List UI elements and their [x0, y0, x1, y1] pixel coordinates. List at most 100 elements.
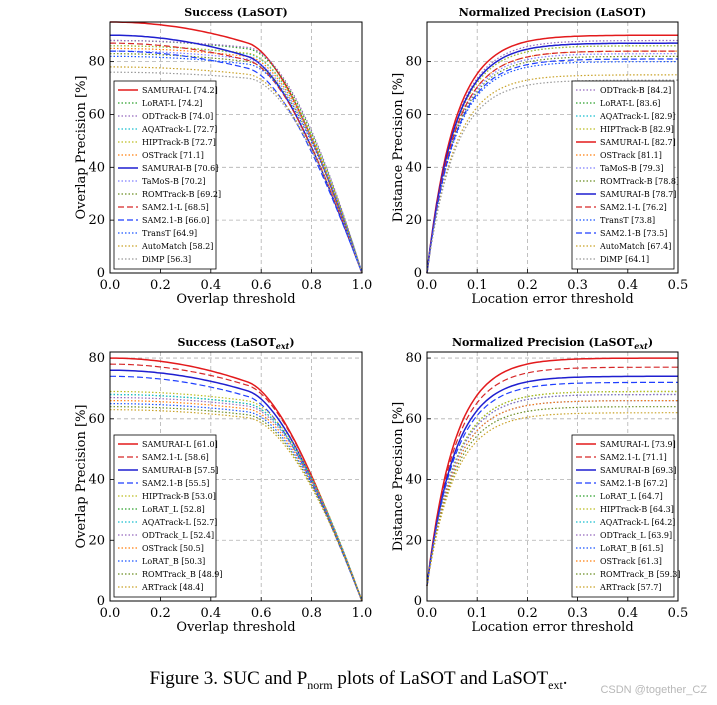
series-line-transt: [426, 61, 678, 274]
legend-box: [113, 434, 217, 598]
y-tick-label: 0: [97, 266, 105, 281]
caption-middle: plots of LaSOT and LaSOT: [332, 668, 549, 689]
legend-label-hiptrack-b: HIPTrack-B [64.3]: [600, 505, 674, 514]
legend-label-automatch: AutoMatch [67.4]: [599, 242, 671, 251]
legend-label-lorat-l: LoRAT_L [64.7]: [600, 492, 663, 501]
figure-caption: Figure 3. SUC and Pnorm plots of LaSOT a…: [0, 668, 717, 693]
caption-sub-norm: norm: [307, 677, 333, 692]
legend-label-hiptrack-b: HIPTrack-B [72.7]: [142, 138, 216, 147]
x-tick-label: 0.2: [150, 606, 171, 621]
legend-label-dimp: DiMP [56.3]: [142, 255, 191, 264]
x-tick-label: 0.4: [200, 606, 221, 621]
caption-prefix: Figure 3. SUC and P: [149, 668, 308, 689]
series-line-aqatrack-l: [110, 393, 363, 602]
legend: ODTrack-B [84.2] LoRAT-L [83.6] AQATrack-L…: [571, 80, 679, 270]
legend-label-automatch: AutoMatch [58.2]: [141, 242, 213, 251]
series-line-samurai-b: [426, 375, 678, 586]
chart-normalized-precision-lasotext: 0.0 0.1 0.2 0.3 0.4 0.5 0 20 40 60 80 Normalized Pr…: [391, 336, 688, 635]
legend-label-sam2-1-l: SAM2.1-L [58.6]: [142, 453, 209, 462]
x-tick-label: 0.1: [467, 606, 488, 621]
y-axis-label: Distance Precision [%]: [391, 402, 406, 551]
series-line-romtrack-b: [110, 406, 363, 602]
legend-box: [113, 80, 217, 270]
series-line-ostrack: [426, 400, 678, 586]
series-line-tamos-b: [426, 53, 678, 274]
legend-label-samurai-l: SAMURAI-L [73.9]: [600, 440, 676, 449]
chart-title: Normalized Precision (LaSOT): [459, 6, 647, 19]
legend-label-aqatrack-l: AQATrack-L [64.2]: [599, 518, 675, 527]
legend-label-sam2-1-b: SAM2.1-B [73.5]: [600, 229, 667, 238]
series-line-sam2-1-b: [110, 50, 363, 274]
series-line-hiptrack-b: [426, 390, 678, 586]
series-line-sam2-1-b: [426, 58, 678, 274]
chart-title-end: ): [648, 336, 653, 349]
legend-label-artrack: ARTrack [57.7]: [599, 583, 662, 592]
chart-title: Success (LaSOT): [184, 6, 288, 19]
y-tick-label: 60: [405, 107, 422, 122]
chart-title-main: Success (LaSOT: [177, 336, 276, 349]
legend-label-lorat-l: LoRAT-L [83.6]: [600, 99, 660, 108]
x-axis-label: Overlap threshold: [176, 620, 295, 635]
series-line-sam2-1-b: [426, 381, 678, 586]
y-tick-label: 20: [88, 213, 105, 228]
series-line-odtrack-l: [109, 396, 363, 602]
x-tick-label: 0.0: [417, 278, 438, 293]
series-line-hiptrack-b: [110, 390, 363, 602]
chart-success-lasotext: 0.0 0.2 0.4 0.6 0.8 1.0 0 20 40 60 80 Success (LaSO…: [74, 336, 372, 635]
x-tick-label: 0.2: [517, 278, 538, 293]
series-line-hiptrack-b: [426, 45, 678, 274]
series-line-hiptrack-b: [110, 45, 363, 274]
y-tick-label: 40: [405, 160, 422, 175]
legend-label-lorat-b: LoRAT_B [61.5]: [600, 544, 663, 553]
legend-label-sam2-1-l: SAM2.1-L [68.5]: [142, 203, 209, 212]
x-axis-label: Overlap threshold: [176, 292, 295, 307]
series-line-sam2-1-b: [110, 375, 363, 602]
series-line-ostrack: [110, 400, 363, 602]
legend: SAMURAI-L [74.2] LoRAT-L [74.2] ODTrack-B …: [113, 80, 221, 270]
legend-label-ostrack: OSTrack [71.1]: [142, 151, 204, 160]
x-tick-label: 0.1: [467, 278, 488, 293]
y-axis-label: Distance Precision [%]: [391, 73, 406, 222]
legend-label-artrack: ARTrack [48.4]: [141, 583, 204, 592]
legend-label-samurai-l: SAMURAI-L [82.7]: [600, 138, 676, 147]
legend-label-odtrack-l: ODTrack_L [63.9]: [600, 531, 672, 540]
series-line-artrack: [110, 409, 363, 602]
series-line-romtrack-b: [110, 53, 363, 274]
y-tick-label: 80: [405, 55, 422, 70]
legend-label-aqatrack-l: AQATrack-L [72.7]: [141, 125, 217, 134]
x-tick-label: 0.4: [200, 278, 221, 293]
chart-title-main: Normalized Precision (LaSOT): [459, 6, 647, 19]
legend-label-sam2-1-b: SAM2.1-B [55.5]: [142, 479, 209, 488]
x-tick-label: 1.0: [352, 278, 373, 293]
plot-frame: [426, 351, 679, 602]
legend-label-sam2-1-l: SAM2.1-L [76.2]: [600, 203, 667, 212]
legend-label-ostrack: OSTrack [61.3]: [600, 557, 662, 566]
legend-label-odtrack-b: ODTrack-B [84.2]: [600, 86, 671, 95]
y-tick-label: 80: [88, 55, 105, 70]
legend-label-hiptrack-b: HIPTrack-B [53.0]: [142, 492, 216, 501]
legend-label-transt: TransT [73.8]: [600, 216, 655, 225]
legend-label-romtrack-b: ROMTrack-B [69.2]: [142, 190, 221, 199]
legend-label-samurai-b: SAMURAI-B [70.6]: [142, 164, 218, 173]
legend-label-samurai-b: SAMURAI-B [57.5]: [142, 466, 218, 475]
x-tick-label: 0.8: [301, 606, 322, 621]
legend-box: [571, 434, 675, 598]
y-tick-label: 40: [88, 160, 105, 175]
legend-label-samurai-b: SAMURAI-B [78.7]: [600, 190, 676, 199]
x-tick-label: 0.2: [517, 606, 538, 621]
x-tick-label: 0.6: [251, 278, 272, 293]
legend-label-sam2-1-b: SAM2.1-B [67.2]: [600, 479, 667, 488]
legend-label-romtrack-b: ROMTrack_B [48.9]: [142, 570, 223, 579]
y-tick-label: 20: [88, 533, 105, 548]
legend-label-samurai-b: SAMURAI-B [69.3]: [600, 466, 676, 475]
series-line-ostrack: [426, 50, 678, 274]
series-line-automatch: [110, 66, 363, 274]
y-tick-label: 0: [97, 594, 105, 609]
legend-label-lorat-l: LoRAT_L [52.8]: [142, 505, 205, 514]
series-line-sam2-1-l: [426, 366, 678, 586]
legend-label-romtrack-b: ROMTrack_B [59.3]: [600, 570, 681, 579]
series-line-automatch: [426, 74, 678, 274]
series-line-lorat-l: [110, 39, 363, 274]
watermark: CSDN @together_CZ: [600, 684, 707, 696]
series-line-sam2-1-l: [110, 42, 363, 274]
